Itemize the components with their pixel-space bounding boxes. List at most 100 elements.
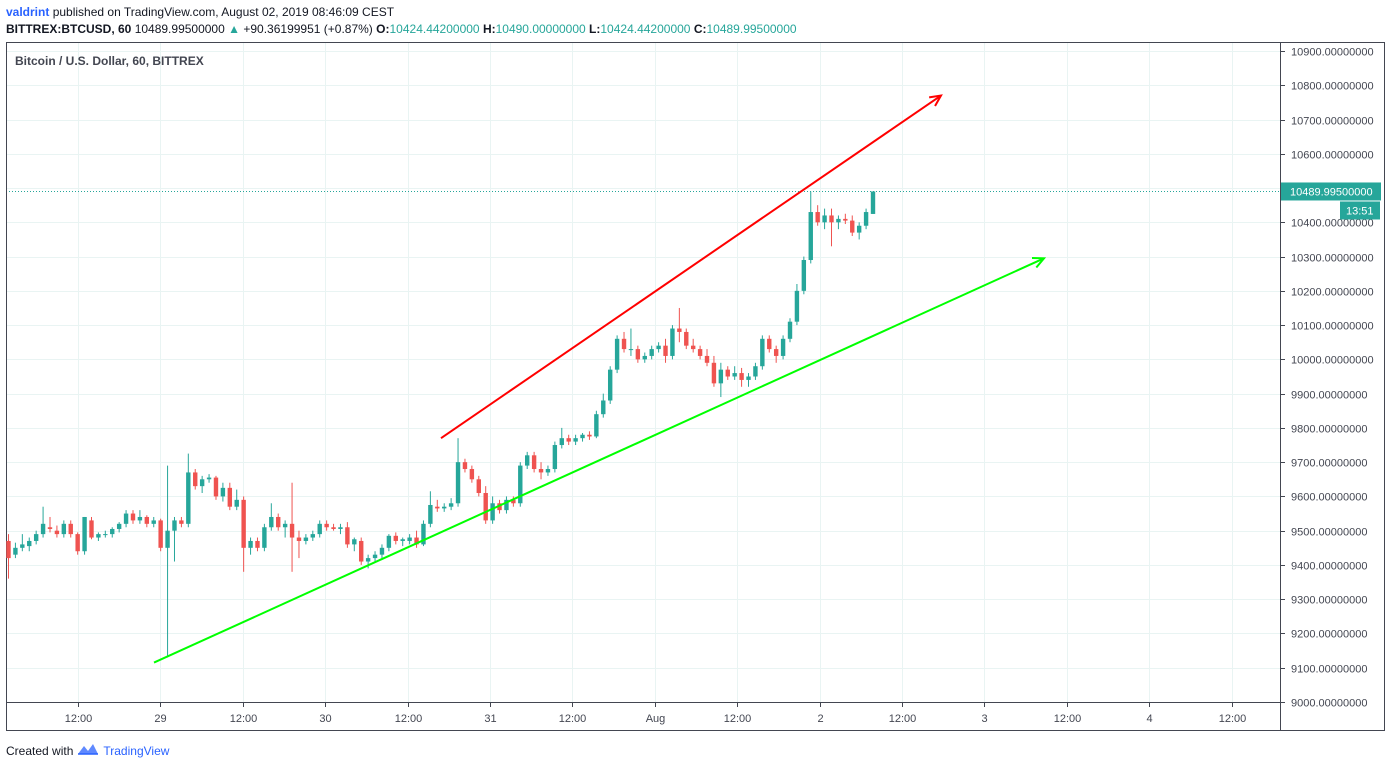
candle-body: [345, 527, 350, 545]
tradingview-logo-icon[interactable]: [77, 742, 99, 759]
candle-body: [269, 516, 274, 528]
publisher-user[interactable]: valdrint: [6, 5, 50, 19]
candle-body: [704, 355, 710, 363]
candle-body: [61, 523, 67, 535]
candle-body: [296, 537, 302, 541]
candle-body: [476, 479, 481, 493]
candle-body: [324, 523, 329, 528]
candle-body: [186, 472, 191, 524]
candle-body: [455, 462, 461, 504]
time-tick-label: 4: [1146, 713, 1152, 725]
candle-body: [856, 225, 862, 233]
candle-body: [338, 527, 343, 529]
ohlc-bar: BITTREX:BTCUSD, 60 10489.99500000 ▲ +90.…: [6, 22, 797, 36]
candle-body: [649, 349, 654, 356]
candle-body: [165, 530, 170, 548]
last-price: 10489.99500000: [134, 22, 225, 36]
price-tick-label: 10700.00000000: [1291, 116, 1374, 128]
candle-body: [248, 540, 253, 548]
candle-body: [435, 506, 440, 509]
candle-body: [663, 345, 668, 356]
candle-body: [144, 516, 150, 524]
candle-body: [96, 534, 101, 538]
time-tick-label: 30: [319, 713, 331, 725]
time-tick-label: 12:00: [230, 713, 258, 725]
candle-body: [310, 534, 316, 538]
candle-body: [732, 373, 737, 377]
candle-body: [206, 477, 212, 480]
resistance-trendline[interactable]: [440, 94, 942, 439]
candle-body: [151, 520, 156, 524]
time-tick-label: 12:00: [889, 713, 917, 725]
candle-body: [628, 349, 634, 351]
candle-body: [725, 369, 730, 377]
candle-body: [75, 534, 80, 552]
price-tick-label: 10300.00000000: [1291, 253, 1374, 265]
time-tick-label: Aug: [646, 713, 666, 725]
candle-body: [20, 544, 25, 548]
candle-body: [490, 503, 495, 521]
candle-body: [760, 338, 765, 367]
candle-body: [843, 218, 848, 221]
candle-body: [718, 369, 724, 384]
candle-body: [110, 528, 115, 535]
candle-body: [89, 520, 94, 538]
price-tick-label: 10400.00000000: [1291, 218, 1374, 230]
support-trendline[interactable]: [153, 257, 1045, 664]
candle-body: [552, 445, 558, 470]
trendlines[interactable]: [153, 94, 1047, 664]
candle-body: [587, 434, 592, 437]
candle-body: [289, 523, 295, 538]
created-with-label: Created with: [6, 743, 74, 758]
open-value: 10424.44200000: [389, 22, 480, 36]
candle-body: [352, 539, 357, 545]
candle-body: [573, 438, 578, 442]
time-axis[interactable]: 12:00 29 12:00 30 12:00 31 12:00 Aug 12:00 2 12:00…: [65, 702, 1247, 725]
candle-body: [815, 212, 820, 223]
time-tick-label: 2: [817, 713, 823, 725]
candle-body: [27, 540, 32, 547]
candle-body: [172, 520, 177, 531]
candle-body: [276, 516, 281, 528]
open-label: O:: [376, 22, 390, 36]
candle-body: [54, 530, 60, 535]
candle-body: [504, 499, 509, 511]
grid: [6, 43, 1280, 703]
time-tick-label: 31: [484, 713, 496, 725]
candle-body: [47, 527, 53, 529]
candle-body: [213, 477, 219, 497]
candle-body: [428, 504, 433, 524]
countdown-tag-label: 13:51: [1346, 205, 1374, 217]
candle-body: [697, 349, 703, 356]
candle-body: [13, 547, 18, 555]
candle-body: [241, 499, 246, 548]
candle-body: [82, 516, 87, 552]
candle-body: [158, 520, 163, 548]
candle-body: [656, 345, 661, 350]
candle-body: [614, 338, 620, 370]
candle-body: [227, 487, 233, 507]
time-tick-label: 12:00: [1054, 713, 1082, 725]
price-tick-label: 9800.00000000: [1291, 424, 1367, 436]
candle-body: [525, 455, 530, 466]
candle-body: [850, 220, 855, 233]
candle-body: [372, 554, 378, 559]
candle-body: [773, 349, 779, 356]
candle-body: [559, 438, 564, 446]
price-axis[interactable]: 10900.00000000 10800.00000000 10700.000000…: [1280, 47, 1374, 710]
tradingview-brand[interactable]: TradingView: [103, 743, 170, 758]
low-value: 10424.44200000: [600, 22, 691, 36]
candle-body: [179, 520, 184, 524]
candle-body: [836, 218, 841, 223]
price-tick-label: 9900.00000000: [1291, 390, 1367, 402]
time-tick-label: 29: [154, 713, 166, 725]
up-arrow-icon: ▲: [228, 22, 241, 36]
high-value: 10490.00000000: [495, 22, 586, 36]
last-price-tag: 10489.99500000 13:51: [1281, 182, 1381, 220]
price-tick-label: 9100.00000000: [1291, 664, 1367, 676]
candle-body: [414, 537, 419, 545]
price-tick-label: 10200.00000000: [1291, 287, 1374, 299]
close-value: 10489.99500000: [706, 22, 797, 36]
candle-body: [780, 338, 786, 356]
